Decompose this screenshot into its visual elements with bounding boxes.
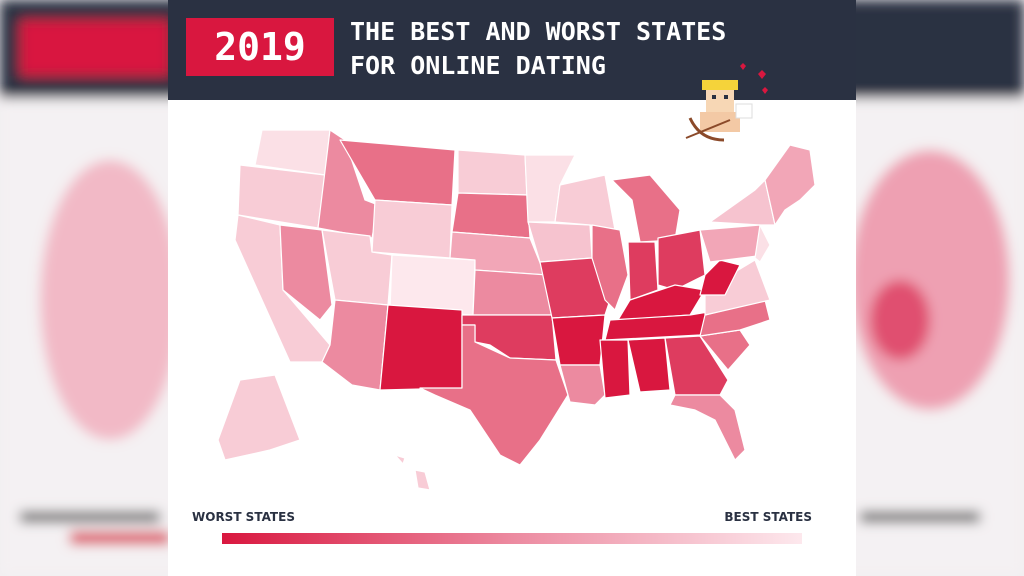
state	[664, 335, 729, 396]
state	[669, 394, 746, 461]
title-line: THE BEST AND WORST STATES	[350, 17, 726, 46]
state	[551, 314, 606, 366]
state	[457, 149, 528, 196]
state	[451, 192, 531, 239]
state	[559, 364, 606, 406]
state	[394, 454, 406, 465]
year: 2019	[214, 25, 306, 69]
cupid-icon	[685, 63, 768, 142]
legend-scale	[222, 533, 802, 544]
state	[279, 224, 333, 321]
state	[217, 374, 301, 461]
legend-label: WORST STATES	[192, 510, 295, 524]
state	[699, 224, 766, 263]
state	[472, 269, 553, 316]
us-map	[217, 129, 816, 491]
state	[379, 304, 463, 391]
state	[657, 229, 706, 291]
state	[754, 224, 771, 263]
legend-label: BEST STATES	[724, 510, 812, 524]
state	[419, 324, 569, 466]
state	[539, 257, 611, 319]
state	[627, 337, 671, 393]
year-badge	[186, 18, 334, 76]
title-line: FOR ONLINE DATING	[350, 51, 606, 80]
state	[764, 144, 816, 226]
state	[627, 241, 659, 301]
state	[704, 259, 771, 316]
state	[699, 259, 741, 296]
state	[599, 339, 631, 399]
state	[591, 224, 629, 311]
state	[371, 199, 453, 259]
state	[414, 469, 431, 491]
state	[527, 221, 593, 263]
